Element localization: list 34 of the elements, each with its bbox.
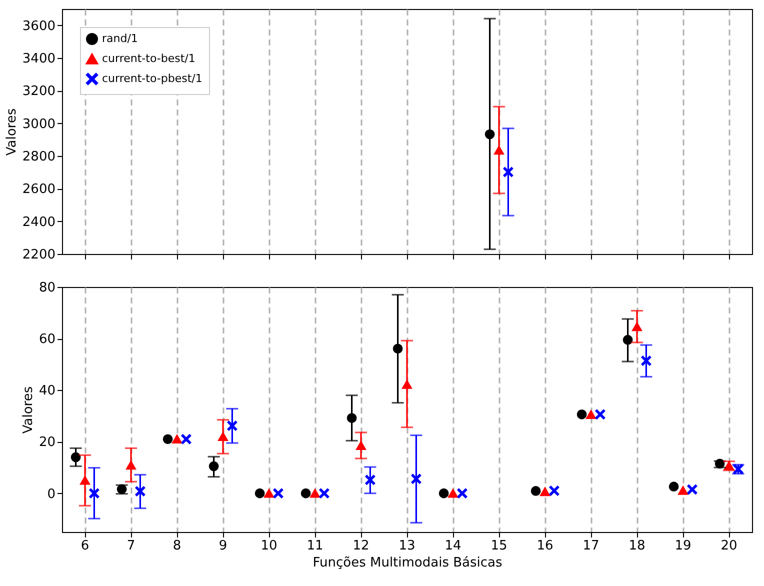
x-tick-label: 16 (536, 538, 554, 554)
x-tick-label: 17 (582, 538, 600, 554)
y-tick-label: 3600 (22, 18, 56, 34)
x-tick-label: 14 (444, 538, 462, 554)
x-tick-label: 10 (260, 538, 278, 554)
x-tick-label: 7 (126, 538, 136, 554)
y-tick-label: 20 (38, 435, 56, 450)
y-tick-label: 3200 (22, 84, 56, 100)
y-tick-label: 3400 (22, 52, 56, 66)
y-tick-label: 3000 (22, 116, 56, 132)
x-tick-label: 13 (398, 538, 416, 554)
y-tick-label: 80 (38, 280, 56, 296)
x-tick-label: 8 (172, 538, 182, 554)
y-tick-label: 60 (38, 332, 56, 348)
y-tick-label: 2800 (22, 150, 56, 164)
x-tick-label: 12 (352, 538, 370, 554)
x-tick-label: 6 (80, 538, 90, 554)
legend-label: current-to-pbest/1 (102, 72, 202, 85)
x-tick-label: 20 (720, 538, 738, 554)
y-tick-label: 2200 (22, 248, 56, 262)
y-tick-label: 0 (47, 486, 56, 502)
x-tick-label: 15 (490, 538, 508, 554)
legend-label: current-to-best/1 (102, 52, 196, 65)
legend-label: rand/1 (102, 32, 138, 45)
x-tick-label: 19 (674, 538, 692, 554)
y-tick-label: 40 (38, 384, 56, 399)
x-tick-label: 18 (628, 538, 646, 554)
y-axis-title: Valores (4, 108, 20, 156)
x-tick-label: 11 (306, 538, 324, 554)
y-tick-label: 2400 (22, 214, 56, 230)
x-axis-title: Funções Multimodais Básicas (312, 556, 502, 570)
y-axis-title: Valores (20, 386, 36, 434)
x-tick-label: 9 (218, 538, 228, 554)
y-tick-label: 2600 (22, 182, 56, 198)
